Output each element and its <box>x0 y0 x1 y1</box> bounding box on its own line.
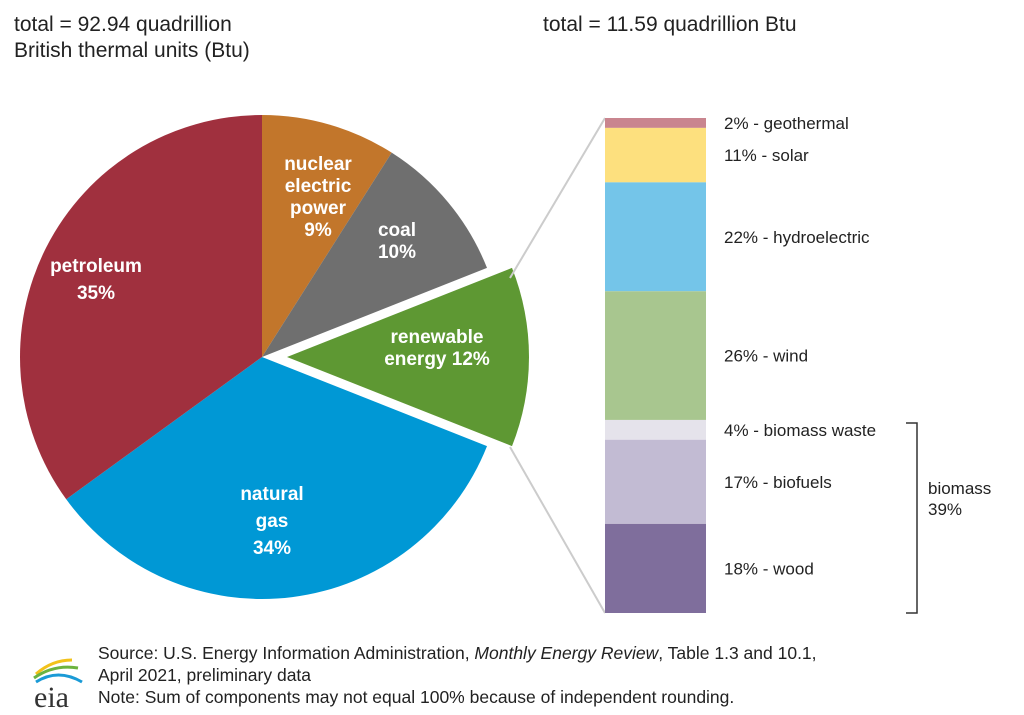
source-prefix: Source: U.S. Energy Information Administ… <box>98 643 475 663</box>
pie-label: renewable energy 12% <box>384 327 490 370</box>
bar-segment-label: 26% - wind <box>724 347 808 366</box>
svg-text:eia: eia <box>34 681 69 712</box>
pie-slice-renewable-energy <box>287 267 529 447</box>
pie-label: nuclear electric power 9% <box>284 154 352 241</box>
bar-segment-label: 4% - biomass waste <box>724 421 876 440</box>
biomass-label: biomass 39% <box>928 479 991 519</box>
pie-slice-natural-gas <box>66 357 488 599</box>
bar-segment <box>605 439 706 524</box>
bar-segment-label: 11% - solar <box>724 146 809 165</box>
bar-title: total = 11.59 quadrillion Btu <box>543 13 797 36</box>
source-publication: Monthly Energy Review <box>474 643 659 663</box>
pie-title-line: total = 92.94 quadrillion <box>14 13 232 36</box>
pie-label: coal 10% <box>378 220 416 263</box>
pie-label: natural gas 34% <box>240 484 303 559</box>
eia-logo: eia <box>33 658 83 712</box>
bar-segment <box>605 419 706 440</box>
bar-segment-label: 18% - wood <box>724 559 814 578</box>
bar-segment <box>605 523 706 613</box>
bar-segment <box>605 118 706 128</box>
pie-title-line: British thermal units (Btu) <box>14 39 250 62</box>
rounding-note: Note: Sum of components may not equal 10… <box>98 687 735 707</box>
pie-title: total = 92.94 quadrillion British thermal… <box>14 12 250 64</box>
bar-segment-label: 22% - hydroelectric <box>724 228 870 247</box>
source-note: Source: U.S. Energy Information Administ… <box>98 642 817 708</box>
bar-segment <box>605 291 706 420</box>
source-suffix: , Table 1.3 and 10.1, <box>658 643 817 663</box>
pie-slice-petroleum <box>20 115 263 500</box>
connector-line <box>509 117 606 279</box>
pie-label: petroleum 35% <box>50 256 142 304</box>
bar-segment-label: 2% - geothermal <box>724 114 849 133</box>
source-date: April 2021, preliminary data <box>98 665 312 685</box>
biomass-bracket <box>906 422 918 614</box>
bar-segment <box>605 127 706 183</box>
connector-line <box>509 446 606 614</box>
bar-segment-label: 17% - biofuels <box>724 473 832 492</box>
pie-slice-nuclear-electric-power <box>262 115 392 357</box>
pie-slice-coal <box>262 152 488 357</box>
bar-segment <box>605 182 706 292</box>
